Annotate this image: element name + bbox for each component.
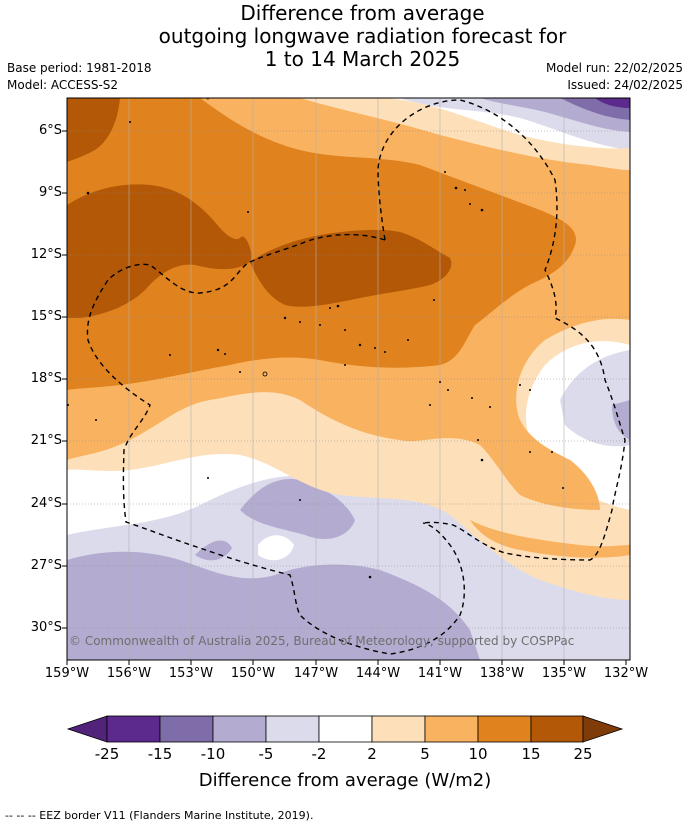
lat-label: 24°S [30, 496, 62, 511]
colorbar-title: Difference from average (W/m2) [198, 770, 492, 791]
lat-label: 12°S [30, 247, 62, 262]
model-run: Model run: 22/02/2025 [545, 61, 683, 75]
model-name: Model: ACCESS-S2 [7, 78, 119, 92]
lon-label: 144°W [355, 666, 401, 681]
colorbar-tick-label: -15 [147, 745, 173, 763]
copyright-notice: © Commonwealth of Australia 2025, Bureau… [69, 634, 575, 648]
band-pos-15-25 [67, 98, 120, 162]
lat-label: 21°S [30, 433, 62, 448]
issued-date: Issued: 24/02/2025 [567, 78, 683, 92]
band-neg-2-5 [560, 350, 630, 447]
colorbar-tick-label: 5 [420, 745, 430, 763]
colorbar-swatch [477, 715, 532, 743]
colorbar-tick-label: 2 [367, 745, 377, 763]
colorbar-swatch [106, 715, 161, 743]
graticule [67, 130, 630, 629]
islands [67, 121, 564, 579]
lat-label: 9°S [38, 185, 62, 200]
colorbar-swatch [424, 715, 479, 743]
lat-label: 18°S [30, 371, 62, 386]
band-pos-15-25 [250, 229, 452, 307]
colorbar-tick-label: -2 [311, 745, 327, 763]
colorbar-tick-label: -5 [258, 745, 274, 763]
band-pos-15-25 [67, 184, 252, 318]
map-plot-area [67, 98, 630, 660]
colorbar [66, 715, 624, 743]
lon-label: 141°W [417, 666, 463, 681]
band-neg-5-10 [67, 551, 480, 660]
eez-footnote: -- -- -- EEZ border V11 (Flanders Marine… [5, 809, 314, 822]
colorbar-swatch [212, 715, 267, 743]
lon-label: 132°W [603, 666, 649, 681]
colorbar-tick-label: 10 [468, 745, 488, 763]
lon-label: 135°W [541, 666, 587, 681]
axis-ticks [62, 130, 627, 665]
lon-label: 150°W [230, 666, 276, 681]
band-neg-15-25 [595, 98, 630, 108]
meta-left: Base period: 1981-2018 Model: ACCESS-S2 [7, 60, 152, 94]
colorbar-swatch [159, 715, 214, 743]
colorbar-swatch [371, 715, 426, 743]
lon-label: 156°W [106, 666, 152, 681]
title-line-2: outgoing longwave radiation forecast for [158, 24, 567, 48]
colorbar-swatch [318, 715, 373, 743]
band-pos-5-10 [470, 520, 630, 558]
band-neutral-pocket [258, 535, 294, 561]
lon-label: 147°W [293, 666, 339, 681]
colorbar-tick-label: 15 [521, 745, 541, 763]
colorbar-tick-label: -10 [200, 745, 226, 763]
lon-label: 153°W [168, 666, 214, 681]
lat-label: 30°S [30, 620, 62, 635]
lat-label: 27°S [30, 558, 62, 573]
colorbar-swatch [265, 715, 320, 743]
meridians [128, 98, 565, 660]
title-line-1: Difference from average [240, 1, 485, 25]
eez-border-french-polynesia [86, 233, 465, 655]
chart-title: Difference from average outgoing longwav… [0, 2, 690, 71]
eez-border-pitcairn [377, 99, 626, 561]
meta-right: Model run: 22/02/2025 Issued: 24/02/2025 [546, 60, 683, 94]
title-line-3: 1 to 14 March 2025 [264, 47, 461, 71]
eez-borders [86, 99, 626, 655]
base-period: Base period: 1981-2018 [7, 61, 152, 75]
colorbar-swatch [530, 715, 584, 743]
band-neg-5-10 [240, 479, 355, 540]
colorbar-tick-label: 25 [573, 745, 593, 763]
lat-label: 15°S [30, 309, 62, 324]
band-neg-5-10 [612, 400, 630, 440]
lon-label: 138°W [479, 666, 525, 681]
lon-label: 159°W [44, 666, 90, 681]
lat-label: 6°S [38, 123, 62, 138]
colorbar-tick-label: -25 [94, 745, 120, 763]
colorbar-underflow [66, 715, 108, 743]
colorbar-overflow [582, 715, 624, 743]
